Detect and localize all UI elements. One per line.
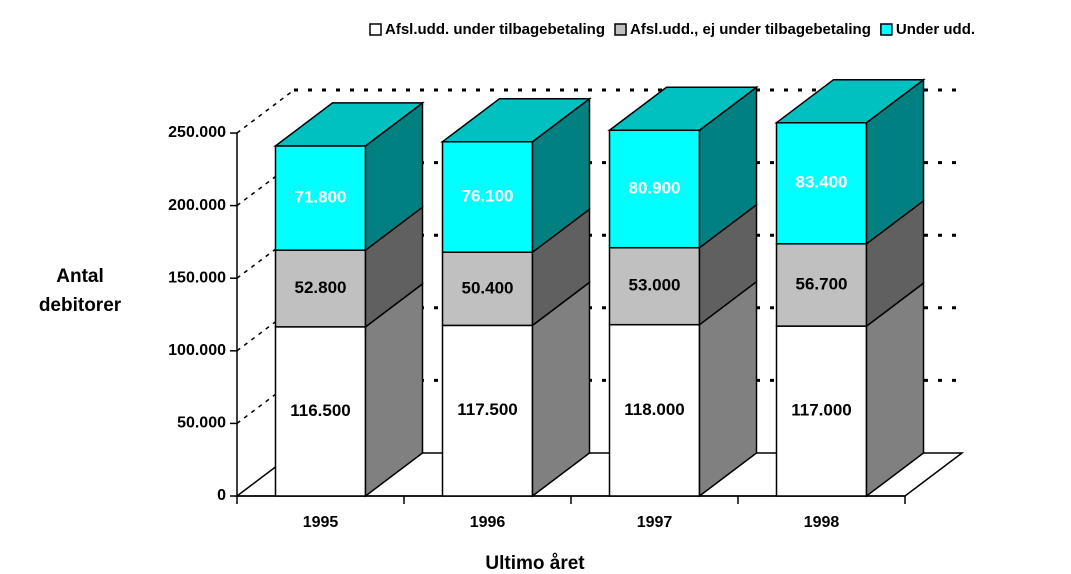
bar-top (774, 78, 926, 124)
bar-segment (274, 145, 367, 251)
bar-top (273, 102, 425, 147)
legend-label: Afsl.udd. under tilbagebetaling (385, 21, 605, 38)
y-tick-label: 100.000 (168, 342, 226, 359)
value-label: 76.100 (462, 186, 514, 205)
y-tick-label: 50.000 (177, 415, 226, 432)
value-label: 118.000 (624, 400, 685, 419)
value-label: 83.400 (796, 173, 848, 192)
grid-diagonal (236, 307, 295, 352)
legend-swatch (369, 23, 382, 36)
value-label: 50.400 (462, 278, 514, 297)
bar-segment (441, 324, 534, 497)
bar-segment (608, 323, 701, 497)
bar-top (607, 86, 759, 131)
value-label: 56.700 (796, 274, 848, 293)
legend-label: Under udd. (896, 21, 975, 38)
grid-diagonal (236, 234, 295, 279)
x-tick-label: 1995 (303, 514, 339, 531)
y-tick-label: 0 (217, 487, 226, 504)
bar-segment (274, 326, 367, 497)
bar-segment (608, 129, 701, 249)
bar-top (440, 97, 592, 143)
grid-diagonal (236, 89, 295, 134)
x-tick-label: 1996 (470, 514, 506, 531)
y-tick-label: 250.000 (168, 124, 226, 141)
grid-diagonal (236, 162, 295, 207)
bar-segment (274, 249, 367, 328)
legend-label: Afsl.udd., ej under tilbagebetaling (630, 21, 871, 38)
x-tick-label: 1998 (804, 514, 840, 531)
value-label: 117.500 (457, 400, 518, 419)
value-label: 80.900 (629, 178, 681, 197)
value-label: 71.800 (295, 188, 347, 207)
legend-swatch (880, 23, 893, 36)
y-tick-label: 150.000 (168, 269, 226, 286)
grid-diagonal (236, 379, 295, 424)
value-label: 53.000 (629, 276, 681, 295)
value-label: 52.800 (295, 278, 347, 297)
y-tick-label: 200.000 (168, 197, 226, 214)
legend-swatch (614, 23, 627, 36)
bar-segment (775, 121, 868, 245)
value-label: 117.000 (791, 401, 852, 420)
value-label: 116.500 (290, 401, 351, 420)
y-axis-title: Antal debitorer (38, 266, 122, 316)
bar-segment (441, 251, 534, 327)
x-tick-label: 1997 (637, 514, 673, 531)
x-axis-title: Ultimo året (485, 553, 585, 574)
